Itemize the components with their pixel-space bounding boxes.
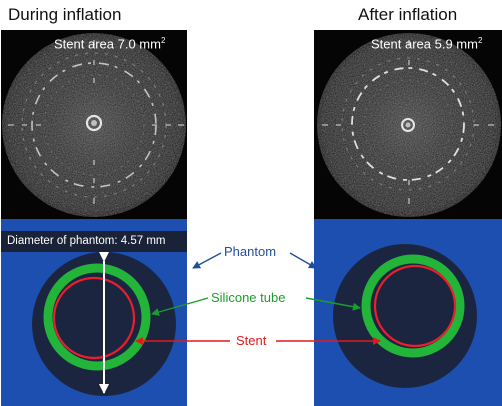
- silicone-tube-label: Silicone tube: [211, 290, 286, 305]
- schematic-after-inflation: [314, 219, 502, 406]
- diameter-of-phantom-label: Diameter of phantom: 4.57 mm: [1, 231, 187, 252]
- stent-ring-left: [52, 276, 136, 360]
- silicone-tube-left: [43, 263, 151, 371]
- stent-area-unit-exp-left: 2: [160, 36, 166, 45]
- ivus-image-during-inflation: [1, 30, 187, 219]
- stent-area-unit-exp-right: 2: [477, 36, 483, 45]
- heading-during-inflation: During inflation: [8, 5, 122, 24]
- stent-label: Stent: [236, 333, 267, 348]
- stent-area-label-right: Stent area 5.9 mm2: [371, 36, 482, 51]
- stent-area-text-right: Stent area 5.9 mm: [371, 36, 478, 52]
- silicone-arrow-left: [151, 297, 209, 316]
- phantom-arrow-right: [289, 252, 317, 269]
- phantom-arrow-left: [192, 252, 222, 269]
- phantom-label: Phantom: [224, 244, 277, 259]
- ivus-image-after-inflation: [314, 30, 502, 219]
- silicone-tube-right: [361, 254, 465, 358]
- heading-after-inflation: After inflation: [358, 5, 458, 24]
- stent-area-text-left: Stent area 7.0 mm: [54, 36, 161, 52]
- stent-ring-right: [373, 264, 457, 348]
- silicone-arrow-right: [305, 297, 361, 311]
- stent-area-label-left: Stent area 7.0 mm2: [54, 36, 165, 51]
